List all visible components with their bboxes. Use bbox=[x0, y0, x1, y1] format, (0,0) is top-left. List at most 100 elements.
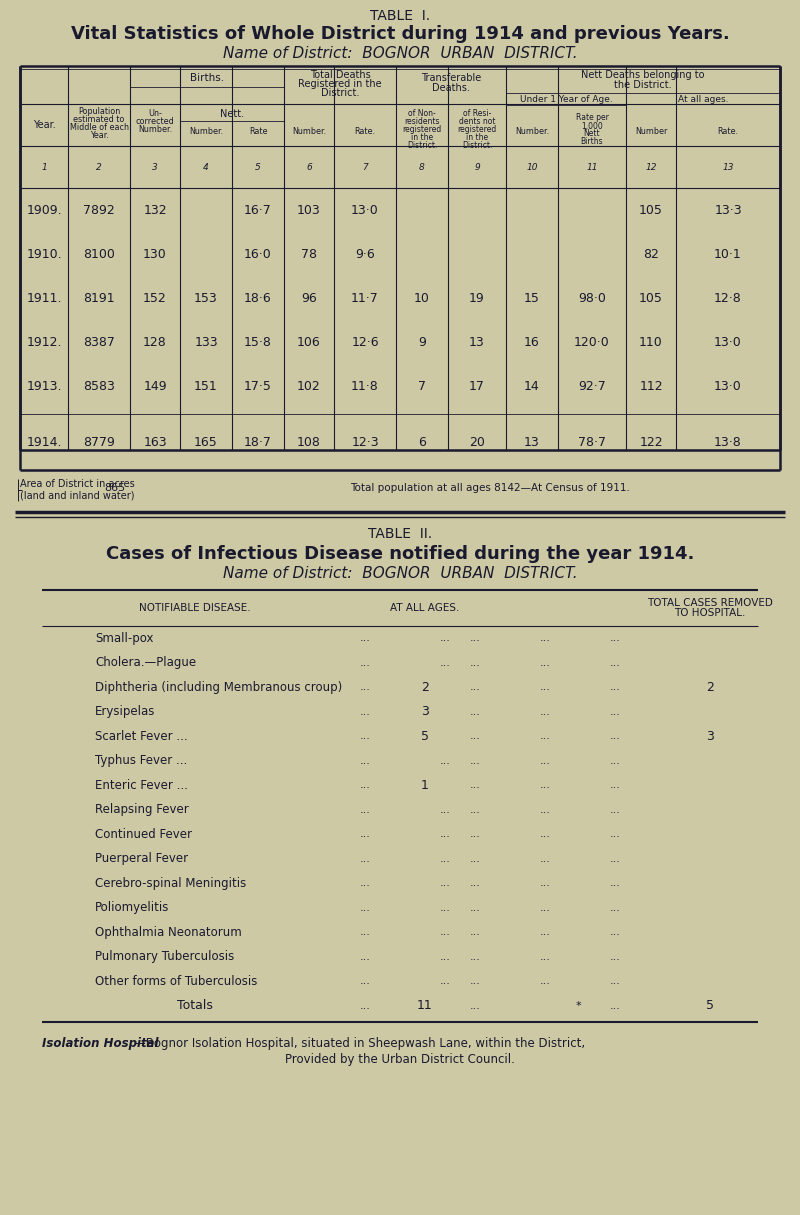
Text: ...: ... bbox=[470, 683, 481, 693]
Text: 17·5: 17·5 bbox=[244, 379, 272, 392]
Text: ...: ... bbox=[360, 657, 371, 668]
Text: 102: 102 bbox=[297, 379, 321, 392]
Text: 13: 13 bbox=[722, 163, 734, 171]
Text: Middle of each: Middle of each bbox=[70, 124, 129, 132]
Text: ...: ... bbox=[440, 756, 451, 765]
Text: 151: 151 bbox=[194, 379, 218, 392]
Text: ...: ... bbox=[540, 707, 551, 717]
Text: 82: 82 bbox=[643, 248, 659, 260]
Text: ...: ... bbox=[470, 633, 481, 643]
Text: 8100: 8100 bbox=[83, 248, 115, 260]
Text: ...: ... bbox=[610, 804, 621, 815]
Text: ...: ... bbox=[610, 951, 621, 962]
Text: 106: 106 bbox=[297, 335, 321, 349]
Text: Rate per: Rate per bbox=[575, 113, 609, 123]
Text: 9·6: 9·6 bbox=[355, 248, 375, 260]
Text: ...: ... bbox=[610, 854, 621, 864]
Text: ...: ... bbox=[540, 731, 551, 741]
Text: 11: 11 bbox=[586, 163, 598, 171]
Text: Small-pox: Small-pox bbox=[95, 632, 154, 645]
Text: TABLE  I.: TABLE I. bbox=[370, 9, 430, 23]
Text: ...: ... bbox=[540, 976, 551, 987]
Text: 3: 3 bbox=[421, 705, 429, 718]
Text: 153: 153 bbox=[194, 292, 218, 305]
Text: ...: ... bbox=[440, 854, 451, 864]
Text: Continued Fever: Continued Fever bbox=[95, 827, 192, 841]
Text: 105: 105 bbox=[639, 292, 663, 305]
Text: 96: 96 bbox=[301, 292, 317, 305]
Text: ...: ... bbox=[440, 633, 451, 643]
Text: the District.: the District. bbox=[614, 80, 672, 90]
Text: 7: 7 bbox=[362, 163, 368, 171]
Text: 2: 2 bbox=[96, 163, 102, 171]
Text: Rate: Rate bbox=[249, 128, 267, 136]
Text: ...: ... bbox=[540, 780, 551, 790]
Text: 12·8: 12·8 bbox=[714, 292, 742, 305]
Text: ...: ... bbox=[440, 903, 451, 912]
Text: ...: ... bbox=[470, 830, 481, 840]
Text: 149: 149 bbox=[143, 379, 167, 392]
Text: 165: 165 bbox=[194, 435, 218, 448]
Text: (land and inland water): (land and inland water) bbox=[20, 491, 134, 501]
Text: 1909.: 1909. bbox=[26, 203, 62, 216]
Text: 8583: 8583 bbox=[83, 379, 115, 392]
Text: 1913.: 1913. bbox=[26, 379, 62, 392]
Text: ...: ... bbox=[360, 854, 371, 864]
Text: Births.: Births. bbox=[190, 73, 224, 83]
Text: 13·0: 13·0 bbox=[351, 203, 379, 216]
Text: ...: ... bbox=[360, 830, 371, 840]
Text: Diphtheria (including Membranous croup): Diphtheria (including Membranous croup) bbox=[95, 680, 342, 694]
Text: ...: ... bbox=[470, 1001, 481, 1011]
Text: ...: ... bbox=[470, 854, 481, 864]
Text: ...: ... bbox=[360, 633, 371, 643]
Text: 120·0: 120·0 bbox=[574, 335, 610, 349]
Text: 9: 9 bbox=[474, 163, 480, 171]
Text: ...: ... bbox=[540, 854, 551, 864]
Text: 6: 6 bbox=[418, 435, 426, 448]
Text: 5: 5 bbox=[706, 999, 714, 1012]
Text: 13: 13 bbox=[469, 335, 485, 349]
Text: 7: 7 bbox=[418, 379, 426, 392]
Text: Name of District:  BOGNOR  URBAN  DISTRICT.: Name of District: BOGNOR URBAN DISTRICT. bbox=[222, 46, 578, 62]
Text: ...: ... bbox=[540, 657, 551, 668]
Text: ...: ... bbox=[470, 927, 481, 937]
Text: Provided by the Urban District Council.: Provided by the Urban District Council. bbox=[285, 1052, 515, 1066]
Text: ...: ... bbox=[540, 903, 551, 912]
Text: 1912.: 1912. bbox=[26, 335, 62, 349]
Text: Rate.: Rate. bbox=[718, 128, 738, 136]
Text: Births: Births bbox=[581, 137, 603, 147]
Text: 163: 163 bbox=[143, 435, 167, 448]
Text: ...: ... bbox=[360, 683, 371, 693]
Text: ...: ... bbox=[540, 756, 551, 765]
Text: 13·8: 13·8 bbox=[714, 435, 742, 448]
Text: 11·8: 11·8 bbox=[351, 379, 379, 392]
Text: 12·6: 12·6 bbox=[351, 335, 379, 349]
Text: 6: 6 bbox=[306, 163, 312, 171]
Text: 18·6: 18·6 bbox=[244, 292, 272, 305]
Text: 2: 2 bbox=[421, 680, 429, 694]
Text: registered: registered bbox=[458, 125, 497, 135]
Text: 12: 12 bbox=[646, 163, 657, 171]
Text: ...: ... bbox=[360, 756, 371, 765]
Text: in the: in the bbox=[411, 134, 433, 142]
Text: ...: ... bbox=[440, 976, 451, 987]
Text: 5: 5 bbox=[255, 163, 261, 171]
Text: 4: 4 bbox=[203, 163, 209, 171]
Text: 8191: 8191 bbox=[83, 292, 115, 305]
Text: 105: 105 bbox=[639, 203, 663, 216]
Text: ...: ... bbox=[610, 1001, 621, 1011]
Text: 10: 10 bbox=[414, 292, 430, 305]
Text: ...: ... bbox=[540, 683, 551, 693]
Text: ...: ... bbox=[360, 927, 371, 937]
Text: 8387: 8387 bbox=[83, 335, 115, 349]
Text: 133: 133 bbox=[194, 335, 218, 349]
Text: 14: 14 bbox=[524, 379, 540, 392]
Text: Relapsing Fever: Relapsing Fever bbox=[95, 803, 189, 816]
Text: 110: 110 bbox=[639, 335, 663, 349]
Text: ...: ... bbox=[610, 683, 621, 693]
Text: 1911.: 1911. bbox=[26, 292, 62, 305]
Text: 108: 108 bbox=[297, 435, 321, 448]
Text: 78·7: 78·7 bbox=[578, 435, 606, 448]
Text: ...: ... bbox=[540, 927, 551, 937]
Text: 18·7: 18·7 bbox=[244, 435, 272, 448]
